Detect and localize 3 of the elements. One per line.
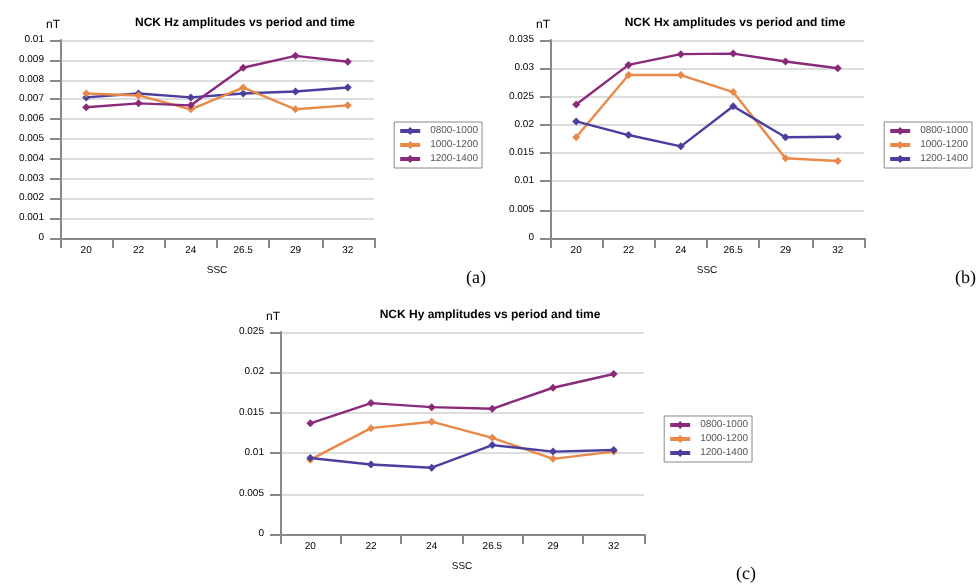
text: (a)	[466, 267, 487, 287]
text: (b)	[955, 267, 977, 287]
text: (c)	[736, 563, 757, 583]
